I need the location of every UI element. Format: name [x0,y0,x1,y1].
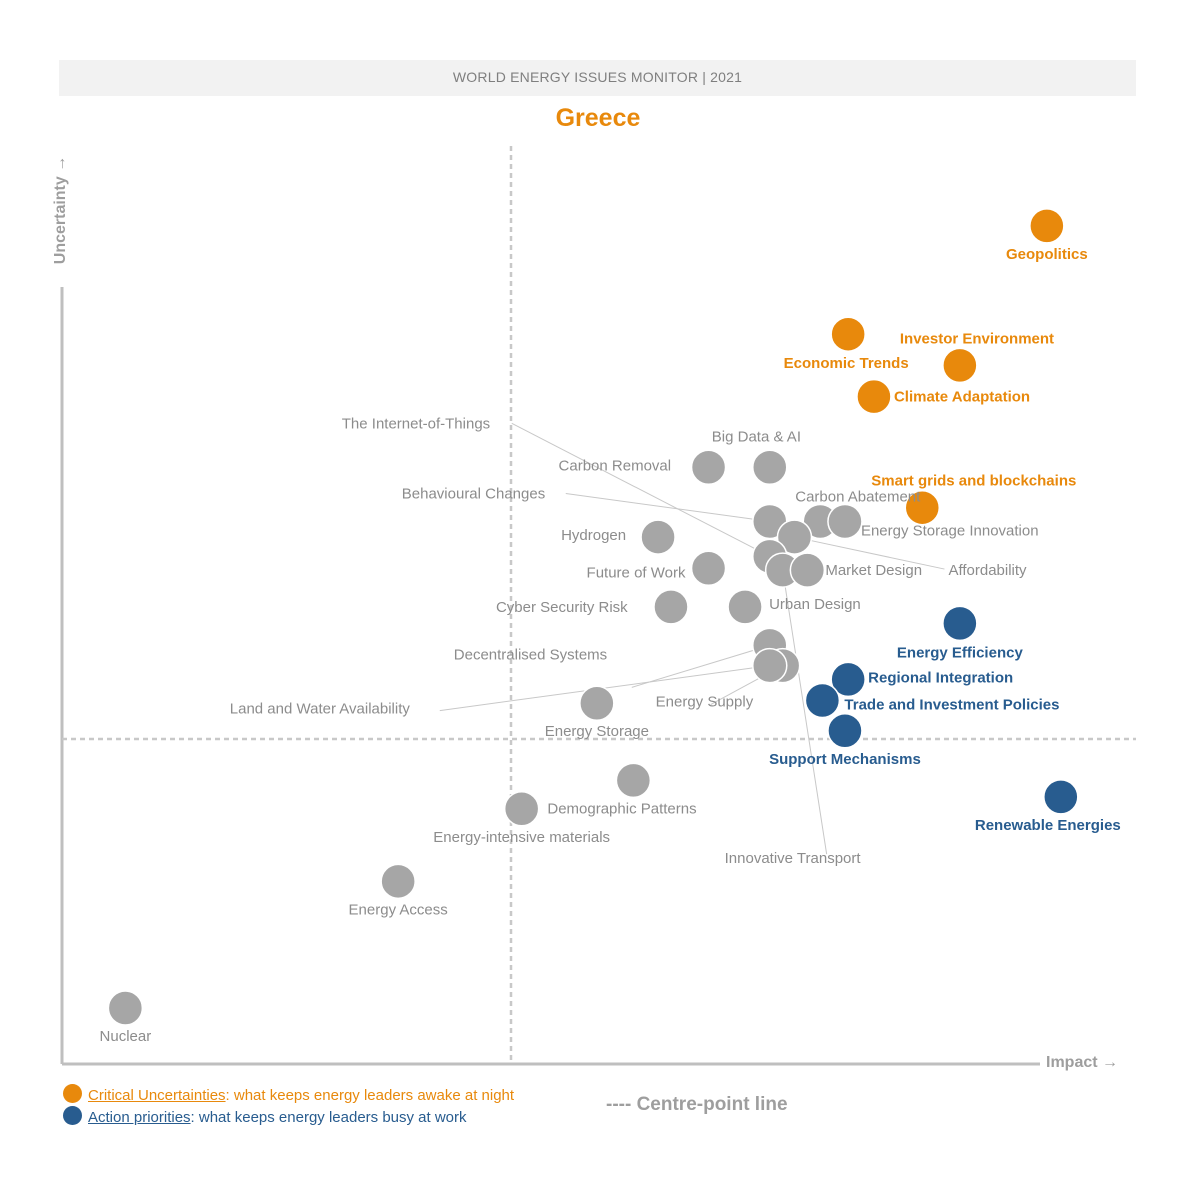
point-nuclear [107,990,144,1026]
chart-title-country: Greece [555,104,641,132]
point-hydrogen [640,519,676,555]
label-smart-grids-and-blockchains: Smart grids and blockchains [871,473,1076,490]
label-big-data-ai: Big Data & AI [712,428,801,445]
label-future-of-work: Future of Work [587,564,686,581]
label-energy-storage-innovation: Energy Storage Innovation [861,522,1039,539]
legend-action: Action priorities: what keeps energy lea… [63,1106,467,1126]
legend-critical-desc: : what keeps energy leaders awake at nig… [225,1087,515,1104]
label-behavioural-changes: Behavioural Changes [402,485,545,502]
legend-critical: Critical Uncertainties: what keeps energ… [63,1084,514,1104]
label-investor-environment: Investor Environment [900,330,1054,347]
point-future-of-work [690,550,727,587]
banner: WORLD ENERGY ISSUES MONITOR | 2021 [59,60,1136,96]
label-carbon-removal: Carbon Removal [559,457,672,474]
point-investor-environment [942,347,978,384]
banner-title: WORLD ENERGY ISSUES MONITOR | 2021 [452,69,743,85]
point-trade-and-investment-policies [804,682,841,719]
label-trade-and-investment-policies: Trade and Investment Policies [844,696,1059,713]
label-urban-design: Urban Design [769,596,861,613]
legend-critical-label: Critical Uncertainties [88,1087,226,1104]
label-innovative-transport: Innovative Transport [725,850,862,867]
point-demographic-patterns [615,762,652,799]
label-demographic-patterns: Demographic Patterns [547,800,696,817]
label-cyber-security-risk: Cyber Security Risk [496,599,628,616]
label-support-mechanisms: Support Mechanisms [769,751,921,768]
point-economic-trends [830,316,866,352]
data-labels: Geopolitics Economic Trends Investor Envir… [100,246,1121,1045]
label-energy-intensive-materials: Energy-intensive materials [433,829,610,846]
label-market-design: Market Design [825,562,922,579]
label-the-internet-of-things: The Internet-of-Things [342,415,490,432]
label-nuclear: Nuclear [100,1028,152,1045]
label-decentralised-systems: Decentralised Systems [454,646,607,663]
point-energy-efficiency [942,605,978,642]
label-economic-trends: Economic Trends [784,355,909,372]
point-big-data-ai [752,449,788,486]
legend-action-label: Action priorities [88,1109,191,1126]
point-carbon-removal [690,449,727,486]
label-energy-storage: Energy Storage [545,723,649,740]
point-support-mechanisms [827,713,863,749]
label-land-and-water-availability: Land and Water Availability [230,701,411,718]
x-axis-label: Impact → [1046,1054,1119,1071]
label-hydrogen: Hydrogen [561,527,626,544]
point-energy-intensive-materials [503,791,540,827]
point-energy-storage-innovation [827,503,863,540]
legend-action-dot [63,1106,82,1125]
point-urban-design [727,589,763,625]
legend-critical-dot [63,1084,82,1103]
point-land-and-water-availability [752,647,788,684]
label-affordability: Affordability [948,562,1027,579]
label-energy-access: Energy Access [349,901,448,918]
label-carbon-abatement: Carbon Abatement [795,488,921,505]
label-climate-adaptation: Climate Adaptation [894,389,1030,406]
data-points [107,208,1079,1026]
point-climate-adaptation [856,378,892,415]
legend-action-desc: : what keeps energy leaders busy at work [190,1109,467,1126]
label-renewable-energies: Renewable Energies [975,817,1121,834]
y-axis-label: Uncertainty → [52,155,69,265]
point-market-design [789,552,826,588]
label-energy-supply: Energy Supply [656,694,754,711]
point-regional-integration [830,661,866,698]
leader-line-affordability [794,536,945,570]
point-geopolitics [1029,208,1065,244]
label-geopolitics: Geopolitics [1006,246,1088,263]
point-energy-access [380,863,416,900]
point-cyber-security-risk [653,589,689,625]
leader-line-innovative-transport [782,570,828,855]
point-smart-grids-and-blockchains [904,489,941,526]
leader-line-decentralised-systems [631,644,770,688]
point-energy-storage [579,685,615,721]
label-energy-efficiency: Energy Efficiency [897,644,1024,661]
point-affordability [776,519,813,555]
leader-line-behavioural-changes [565,492,770,522]
point-renewable-energies [1043,779,1079,815]
leader-line-the-internet-of-things [511,422,770,557]
legend-centre-line: ---- Centre-point line [606,1094,788,1115]
label-regional-integration: Regional Integration [868,669,1013,686]
